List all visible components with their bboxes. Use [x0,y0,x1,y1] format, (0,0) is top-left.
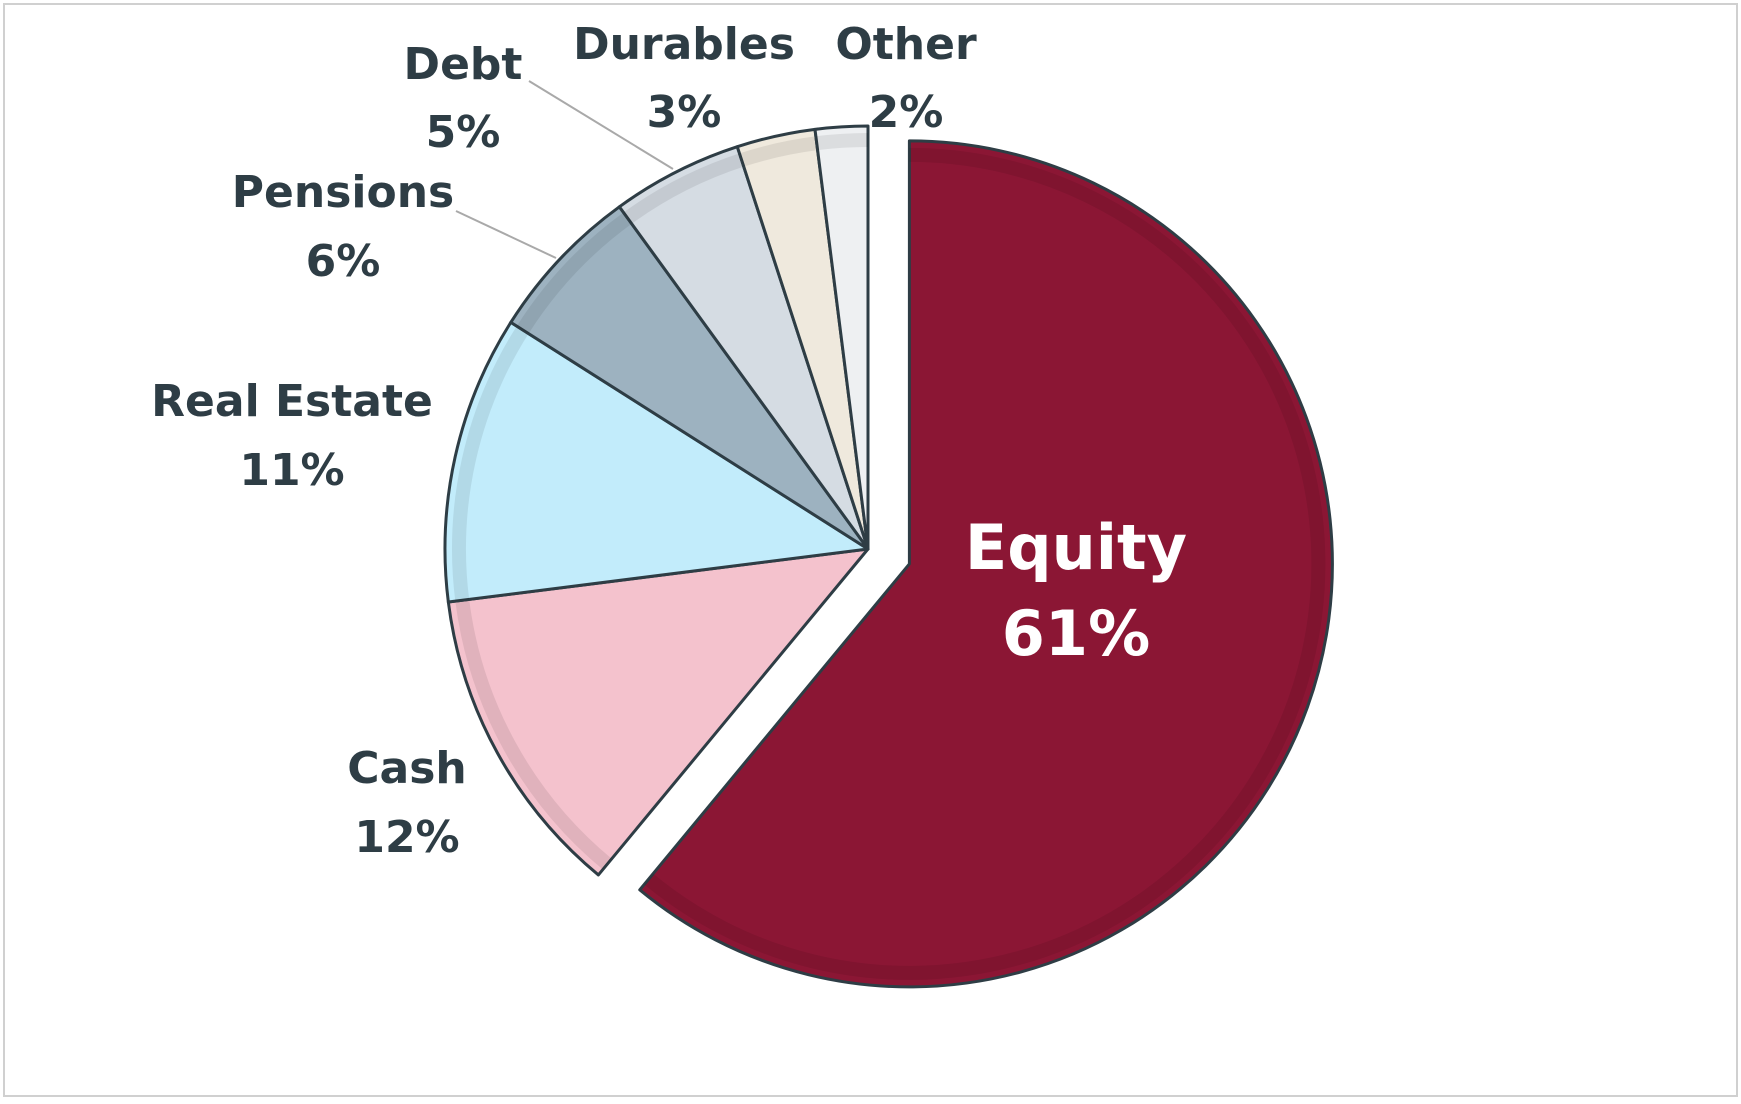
slice-rim [623,153,744,224]
pie-slice [446,547,870,877]
value-label: 2% [869,87,944,138]
pie-slice [638,139,1334,989]
slice-rim [815,133,869,151]
category-label: Durables [573,19,795,70]
slice-rim [644,147,1326,980]
value-label: 5% [426,107,501,158]
pie-slice [813,124,870,551]
leader-line [528,80,674,170]
value-label: 12% [354,812,459,863]
category-label: Debt [404,39,523,90]
pie-slice [509,205,870,551]
value-label: 11% [239,445,344,496]
slice-rim [516,212,632,334]
slice-rim [452,326,529,602]
value-label: 61% [1002,597,1150,670]
pie-slice [443,320,870,604]
category-label: Other [835,19,977,70]
category-label: Pensions [232,167,454,218]
slice-rim [739,136,818,167]
category-label: Real Estate [151,376,433,427]
value-label: 3% [647,87,722,138]
value-label: 6% [306,236,381,287]
slice-rim [455,599,612,870]
category-label: Equity [965,511,1187,584]
leader-line [455,210,557,259]
category-label: Cash [347,743,467,794]
